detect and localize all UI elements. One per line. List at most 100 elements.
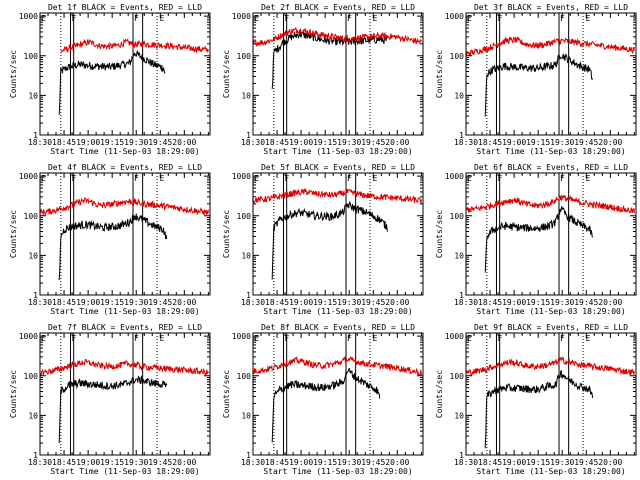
x-tick-label: 18:30	[28, 298, 52, 307]
x-tick-label: 19:45	[361, 298, 385, 307]
marker-label: F	[347, 14, 352, 23]
y-tick-label: 1000	[19, 12, 38, 21]
y-tick-label: 10	[454, 91, 464, 100]
y-axis-label: Counts/sec	[222, 50, 231, 98]
marker-label: E	[467, 174, 472, 183]
chart-title: Det 3f BLACK = Events, RED = LLD	[474, 3, 628, 12]
x-tick-label: 20:00	[598, 298, 622, 307]
x-tick-label: 18:30	[241, 458, 265, 467]
x-tick-label: 19:45	[148, 458, 172, 467]
y-tick-label: 1000	[445, 332, 464, 341]
marker-label: E	[586, 334, 591, 343]
marker-label: E	[373, 334, 378, 343]
x-tick-label: 19:00	[76, 458, 100, 467]
x-tick-label: 19:00	[502, 138, 526, 147]
marker-label: F	[71, 334, 76, 343]
x-tick-label: 19:30	[550, 138, 574, 147]
x-tick-label: 18:30	[454, 458, 478, 467]
marker-label: F	[134, 334, 139, 343]
marker-label: E	[373, 174, 378, 183]
y-tick-label: 1000	[232, 12, 251, 21]
y-tick-label: 100	[450, 52, 465, 61]
x-tick-label: 19:15	[100, 458, 124, 467]
x-tick-label: 19:45	[361, 458, 385, 467]
series-line-events	[58, 213, 168, 281]
y-axis-label: Counts/sec	[435, 50, 444, 98]
x-tick-label: 19:00	[289, 458, 313, 467]
x-tick-label: 20:00	[172, 458, 196, 467]
x-axis-label: Start Time (11-Sep-03 18:29:00)	[50, 307, 199, 316]
series-line-events	[271, 367, 381, 443]
x-tick-label: 19:15	[313, 458, 337, 467]
chart-title: Det 5f BLACK = Events, RED = LLD	[261, 163, 415, 172]
x-tick-label: 19:30	[337, 138, 361, 147]
chart-title: Det 8f BLACK = Events, RED = LLD	[261, 323, 415, 332]
x-tick-label: 18:45	[52, 298, 76, 307]
series-line-events	[271, 30, 388, 89]
y-tick-label: 100	[450, 372, 465, 381]
marker-label: F	[71, 14, 76, 23]
x-tick-label: 20:00	[172, 298, 196, 307]
y-tick-label: 10	[454, 411, 464, 420]
series-line-lld	[466, 194, 635, 214]
x-tick-label: 18:45	[265, 298, 289, 307]
marker-label: E	[160, 14, 165, 23]
marker-label: F	[71, 174, 76, 183]
x-tick-label: 19:15	[100, 138, 124, 147]
y-tick-label: 1	[33, 291, 38, 300]
x-tick-label: 20:00	[598, 138, 622, 147]
x-axis-label: Start Time (11-Sep-03 18:29:00)	[263, 147, 412, 156]
x-axis-label: Start Time (11-Sep-03 18:29:00)	[263, 467, 412, 476]
y-tick-label: 1	[246, 451, 251, 460]
x-tick-label: 18:45	[52, 138, 76, 147]
y-tick-label: 1	[459, 131, 464, 140]
x-tick-label: 19:30	[124, 298, 148, 307]
y-tick-label: 100	[450, 212, 465, 221]
series-line-events	[58, 374, 168, 444]
y-tick-label: 1000	[232, 332, 251, 341]
y-tick-label: 100	[24, 212, 39, 221]
x-tick-label: 19:30	[124, 138, 148, 147]
marker-label: E	[160, 334, 165, 343]
y-tick-label: 10	[241, 251, 251, 260]
x-tick-label: 19:15	[313, 298, 337, 307]
y-tick-label: 1	[246, 131, 251, 140]
marker-label: E	[254, 14, 259, 23]
marker-label: F	[497, 14, 502, 23]
marker-label: F	[134, 174, 139, 183]
marker-label: F	[497, 174, 502, 183]
x-tick-label: 20:00	[385, 298, 409, 307]
chart-title: Det 9f BLACK = Events, RED = LLD	[474, 323, 628, 332]
chart-title: Det 7f BLACK = Events, RED = LLD	[48, 323, 202, 332]
series-line-lld	[253, 355, 422, 376]
x-tick-label: 18:30	[454, 298, 478, 307]
marker-label: F	[347, 174, 352, 183]
x-tick-label: 18:30	[241, 138, 265, 147]
y-tick-label: 1	[459, 291, 464, 300]
x-tick-label: 20:00	[385, 458, 409, 467]
x-axis-label: Start Time (11-Sep-03 18:29:00)	[476, 467, 625, 476]
x-tick-label: 18:45	[265, 458, 289, 467]
x-tick-label: 19:45	[574, 138, 598, 147]
x-tick-label: 19:45	[361, 138, 385, 147]
marker-label: E	[586, 14, 591, 23]
y-tick-label: 100	[237, 372, 252, 381]
plot-frame	[39, 12, 211, 136]
marker-label: F	[284, 14, 289, 23]
chart-title: Det 1f BLACK = Events, RED = LLD	[48, 3, 202, 12]
x-tick-label: 19:30	[550, 298, 574, 307]
marker-label: E	[254, 174, 259, 183]
x-tick-label: 19:00	[76, 298, 100, 307]
y-tick-label: 1	[246, 291, 251, 300]
y-tick-label: 1000	[19, 332, 38, 341]
x-tick-label: 18:45	[478, 298, 502, 307]
chart-title: Det 2f BLACK = Events, RED = LLD	[261, 3, 415, 12]
series-line-events	[484, 369, 594, 449]
plot-frame	[39, 172, 211, 296]
x-tick-label: 19:45	[148, 138, 172, 147]
marker-label: F	[560, 14, 565, 23]
